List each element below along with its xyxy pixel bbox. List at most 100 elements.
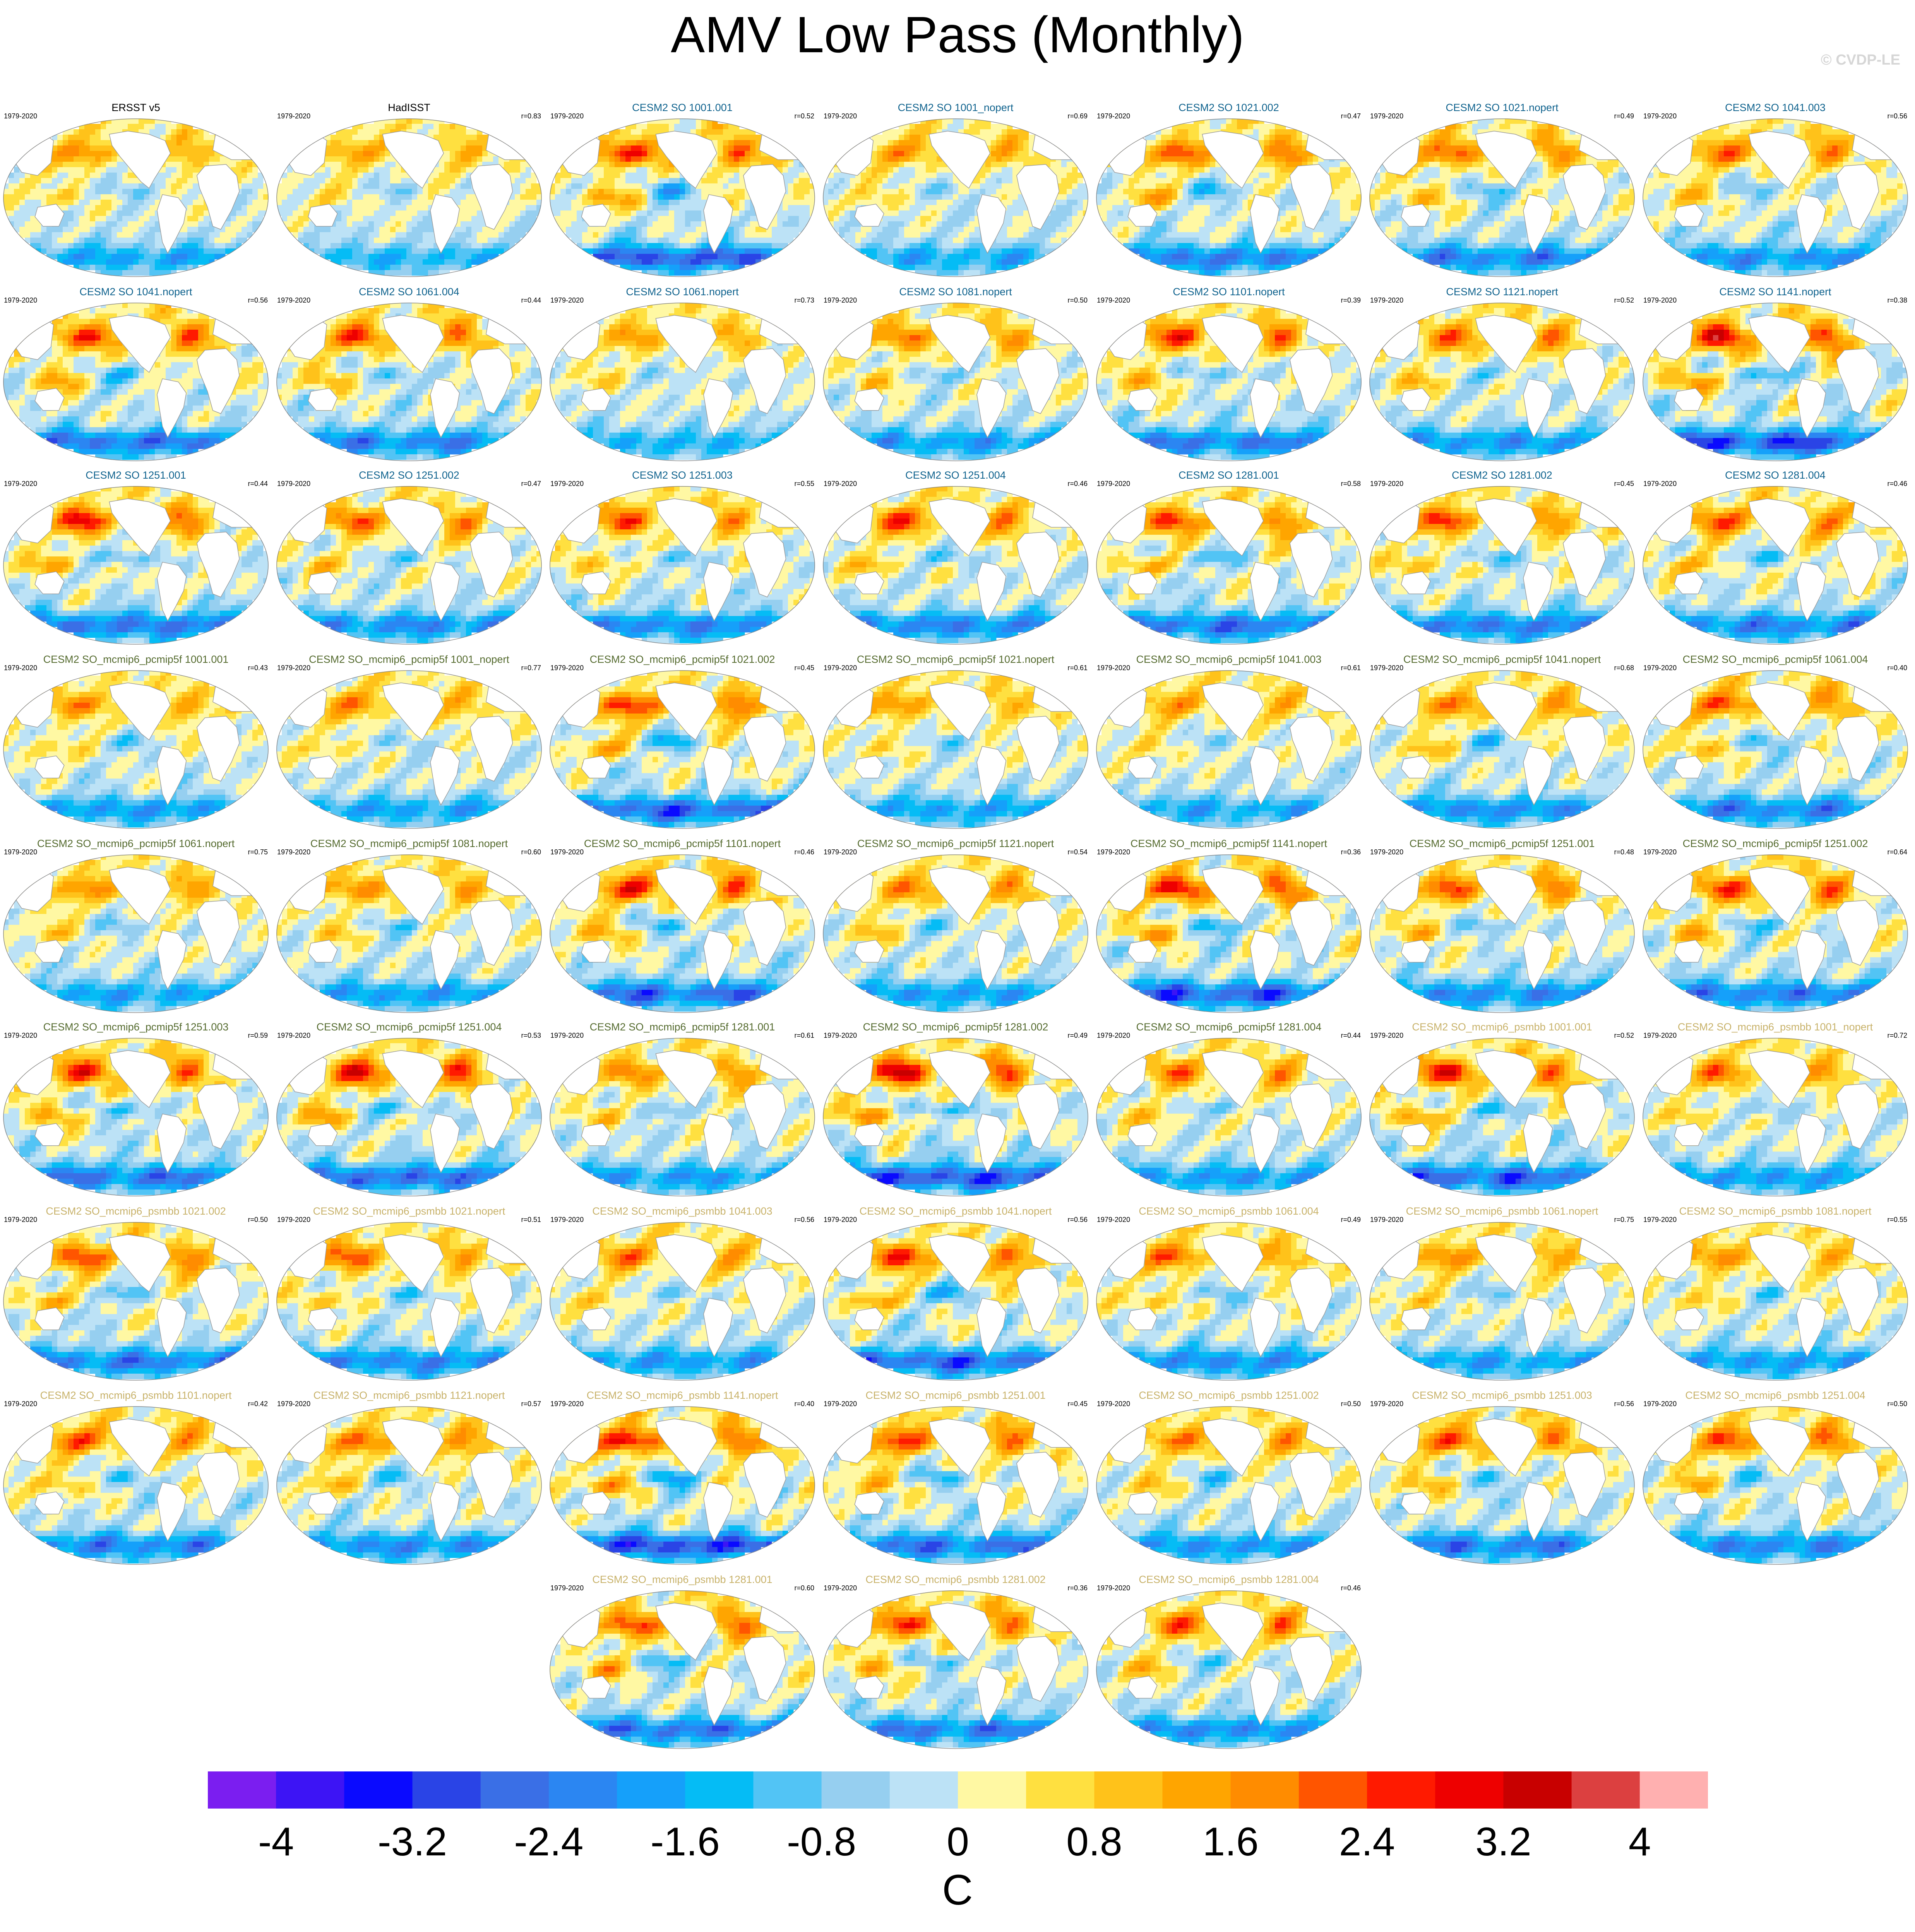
sst-map	[1369, 486, 1635, 645]
panel-title: CESM2 SO 1121.nopert	[1366, 286, 1638, 298]
map-panel: CESM2 SO_mcmip6_pcmip5f 1251.002 1979-202…	[1639, 837, 1911, 1019]
map-panel: CESM2 SO_mcmip6_psmbb 1061.004 1979-2020 r…	[1093, 1205, 1365, 1387]
anomaly-field	[1369, 670, 1635, 828]
anomaly-field	[550, 1406, 815, 1564]
panel-title: CESM2 SO 1141.nopert	[1639, 286, 1911, 298]
anomaly-field	[276, 486, 542, 643]
map-panel: CESM2 SO_mcmip6_pcmip5f 1021.nopert 1979-…	[820, 653, 1091, 835]
panel-title: CESM2 SO 1251.001	[0, 469, 272, 481]
anomaly-field	[3, 670, 269, 828]
panel-title: CESM2 SO_mcmip6_psmbb 1121.nopert	[273, 1389, 545, 1402]
anomaly-field	[3, 486, 269, 643]
colorbar-swatch	[1026, 1771, 1095, 1809]
panel-title: CESM2 SO 1061.004	[273, 286, 545, 298]
sst-map	[3, 118, 269, 277]
anomaly-field	[823, 303, 1088, 460]
panel-title: CESM2 SO_mcmip6_pcmip5f 1081.nopert	[273, 837, 545, 850]
sst-map	[1643, 854, 1908, 1013]
sst-map	[1096, 1222, 1362, 1381]
anomaly-field	[276, 1038, 542, 1195]
map-panel: CESM2 SO_mcmip6_psmbb 1121.nopert 1979-20…	[273, 1389, 545, 1571]
map-panel: CESM2 SO_mcmip6_psmbb 1281.001 1979-2020 r…	[546, 1573, 818, 1755]
map-panel: CESM2 SO_mcmip6_pcmip5f 1081.nopert 1979-…	[273, 837, 545, 1019]
colorbar-swatch	[1231, 1771, 1299, 1809]
anomaly-field	[1096, 486, 1362, 643]
colorbar-tick-label: 4	[1629, 1821, 1651, 1863]
colorbar-tick-label: -2.4	[514, 1821, 583, 1863]
map-panel: CESM2 SO 1021.nopert 1979-2020 r=0.49	[1366, 101, 1638, 283]
panel-title: CESM2 SO_mcmip6_psmbb 1281.001	[546, 1573, 818, 1586]
colorbar-swatch	[1503, 1771, 1572, 1809]
sst-map	[550, 1590, 815, 1749]
map-panel: HadISST 1979-2020 r=0.83	[273, 101, 545, 283]
map-panel: CESM2 SO_mcmip6_pcmip5f 1041.nopert 1979-…	[1366, 653, 1638, 835]
panel-title: CESM2 SO_mcmip6_psmbb 1251.002	[1093, 1389, 1365, 1402]
sst-map	[1369, 1038, 1635, 1196]
sst-map	[1369, 670, 1635, 829]
sst-map	[1096, 670, 1362, 829]
map-panel: CESM2 SO 1001_nopert 1979-2020 r=0.69	[820, 101, 1091, 283]
sst-map	[823, 303, 1088, 461]
panel-title: CESM2 SO 1251.003	[546, 469, 818, 481]
colorbar-swatch	[1435, 1771, 1504, 1809]
panel-title: CESM2 SO 1021.002	[1093, 101, 1365, 114]
map-panel: CESM2 SO_mcmip6_psmbb 1041.003 1979-2020 r…	[546, 1205, 818, 1387]
map-panel: CESM2 SO_mcmip6_pcmip5f 1021.002 1979-202…	[546, 653, 818, 835]
colorbar-tick-label: 0	[947, 1821, 969, 1863]
sst-map	[1369, 1406, 1635, 1565]
map-panel: CESM2 SO_mcmip6_psmbb 1061.nopert 1979-20…	[1366, 1205, 1638, 1387]
anomaly-field	[3, 1406, 269, 1564]
anomaly-field	[550, 118, 815, 276]
anomaly-field	[823, 1590, 1088, 1748]
anomaly-field	[1096, 1590, 1362, 1748]
map-panel: CESM2 SO 1251.002 1979-2020 r=0.47	[273, 469, 545, 651]
sst-map	[1643, 1406, 1908, 1565]
sst-map	[3, 854, 269, 1013]
panel-title: CESM2 SO_mcmip6_psmbb 1101.nopert	[0, 1389, 272, 1402]
anomaly-field	[1096, 1406, 1362, 1564]
colorbar-tick-label: -1.6	[651, 1821, 720, 1863]
sst-map	[823, 118, 1088, 277]
map-panel: CESM2 SO_mcmip6_psmbb 1281.002 1979-2020 r…	[820, 1573, 1091, 1755]
sst-map	[550, 1222, 815, 1381]
panel-title: CESM2 SO_mcmip6_psmbb 1281.004	[1093, 1573, 1365, 1586]
map-panel: CESM2 SO 1061.nopert 1979-2020 r=0.73	[546, 286, 818, 467]
sst-map	[1643, 1038, 1908, 1196]
anomaly-field	[1643, 670, 1908, 828]
panel-title: CESM2 SO_mcmip6_psmbb 1281.002	[820, 1573, 1091, 1586]
watermark: © CVDP-LE	[1821, 52, 1900, 68]
panel-title: CESM2 SO_mcmip6_pcmip5f 1021.002	[546, 653, 818, 666]
colorbar-swatch	[1572, 1771, 1640, 1809]
sst-map	[276, 303, 542, 461]
map-panel: CESM2 SO_mcmip6_psmbb 1001.001 1979-2020 r…	[1366, 1021, 1638, 1203]
anomaly-field	[823, 1406, 1088, 1564]
sst-map	[823, 1038, 1088, 1196]
map-panel: CESM2 SO 1001.001 1979-2020 r=0.52	[546, 101, 818, 283]
anomaly-field	[3, 303, 269, 460]
anomaly-field	[276, 854, 542, 1012]
map-panel: CESM2 SO 1101.nopert 1979-2020 r=0.39	[1093, 286, 1365, 467]
map-panel: CESM2 SO_mcmip6_pcmip5f 1061.004 1979-202…	[1639, 653, 1911, 835]
map-panel: CESM2 SO_mcmip6_pcmip5f 1281.002 1979-202…	[820, 1021, 1091, 1203]
sst-map	[823, 1222, 1088, 1381]
anomaly-field	[1643, 1038, 1908, 1195]
panel-title: CESM2 SO_mcmip6_psmbb 1061.004	[1093, 1205, 1365, 1217]
sst-map	[550, 1406, 815, 1565]
colorbar-swatch	[753, 1771, 822, 1809]
sst-map	[276, 1222, 542, 1381]
sst-map	[1096, 303, 1362, 461]
colorbar-tick-label: 0.8	[1066, 1821, 1122, 1863]
colorbar-tick-label: 1.6	[1202, 1821, 1259, 1863]
map-panel: CESM2 SO_mcmip6_psmbb 1251.002 1979-2020 r…	[1093, 1389, 1365, 1571]
anomaly-field	[3, 118, 269, 276]
map-panel: CESM2 SO_mcmip6_psmbb 1251.001 1979-2020 r…	[820, 1389, 1091, 1571]
panel-title: CESM2 SO_mcmip6_pcmip5f 1251.001	[1366, 837, 1638, 850]
anomaly-field	[276, 303, 542, 460]
panel-title: CESM2 SO 1101.nopert	[1093, 286, 1365, 298]
panel-title: CESM2 SO 1281.001	[1093, 469, 1365, 481]
colorbar-swatch	[685, 1771, 754, 1809]
panel-title: CESM2 SO_mcmip6_psmbb 1001.001	[1366, 1021, 1638, 1033]
sst-map	[823, 854, 1088, 1013]
panel-title: CESM2 SO_mcmip6_pcmip5f 1281.002	[820, 1021, 1091, 1033]
anomaly-field	[823, 1038, 1088, 1195]
